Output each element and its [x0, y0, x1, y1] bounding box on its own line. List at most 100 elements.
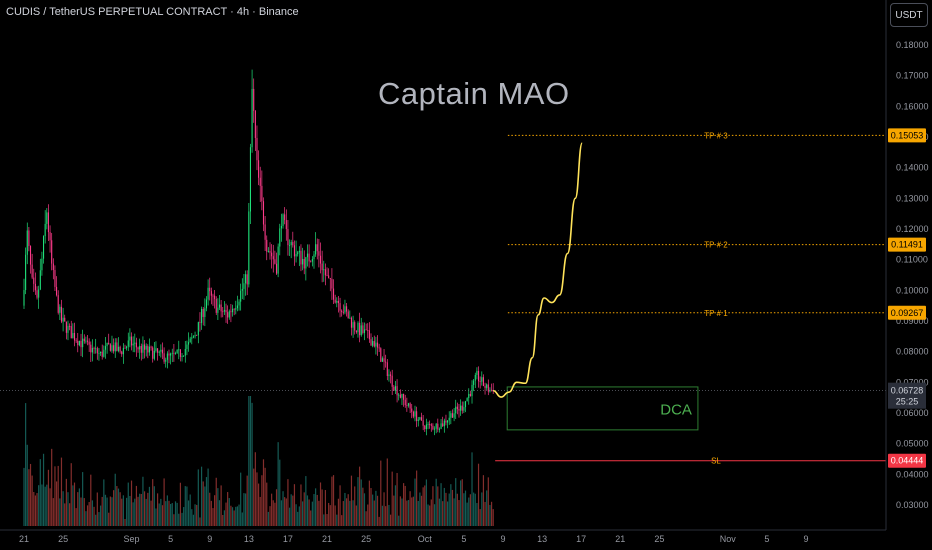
time-tick-label: 13: [244, 534, 254, 544]
volume-bar: [396, 472, 398, 526]
candle-body: [352, 322, 354, 328]
candle-body: [411, 408, 413, 412]
level-price-tag: [888, 237, 926, 252]
candle-body: [38, 289, 40, 298]
currency-button[interactable]: USDT: [890, 3, 928, 27]
candle-body: [341, 310, 343, 312]
volume-bar: [336, 514, 338, 526]
volume-bar: [259, 496, 261, 526]
candle-body: [336, 300, 338, 303]
volume-bar: [114, 473, 116, 526]
price-axis[interactable]: 0.180000.170000.160000.150000.140000.130…: [896, 40, 929, 510]
candle-body: [432, 425, 434, 430]
candle-body: [72, 333, 74, 339]
candle-body: [249, 147, 252, 212]
volume-bar: [77, 492, 79, 526]
volume-bar: [183, 507, 185, 526]
volume-bar: [189, 494, 191, 526]
candle-body: [34, 283, 36, 291]
candle-body: [142, 344, 144, 353]
candle-body: [36, 290, 38, 298]
time-axis[interactable]: 21 25 Sep 5 9 13 17 21 25 Oct 5 9 13 17 21 25 Nov 5 9: [19, 534, 809, 544]
volume-bar: [297, 511, 299, 526]
volume-bar: [368, 480, 370, 526]
volume-bar: [350, 475, 353, 526]
candle-body: [47, 212, 49, 233]
volume-bar: [55, 481, 58, 526]
candle-body: [199, 322, 201, 323]
volume-bar: [285, 498, 287, 526]
volume-bar: [432, 486, 434, 526]
volume-bar: [246, 475, 248, 526]
candle-body: [183, 355, 185, 357]
volume-bar: [440, 483, 442, 526]
candle-body: [332, 288, 335, 300]
candle-body: [477, 370, 480, 382]
price-tick-label: 0.10000: [896, 285, 929, 295]
candle-body: [455, 406, 457, 414]
volume-bar: [253, 468, 255, 526]
candle-body: [106, 342, 108, 347]
volume-bar: [142, 476, 144, 526]
candle-body: [152, 347, 154, 359]
volume-bar: [25, 403, 27, 526]
volume-bar: [44, 486, 46, 526]
candle-body: [44, 223, 46, 237]
volume-bar: [194, 504, 196, 526]
candle-body: [148, 346, 150, 353]
volume-bar: [165, 501, 167, 526]
volume-bar: [106, 497, 108, 526]
candle-body: [202, 308, 204, 317]
volume-bar: [124, 519, 126, 526]
volume-bar: [388, 504, 390, 526]
candle-body: [59, 306, 61, 313]
price-tick-label: 0.04000: [896, 469, 929, 479]
candle-body: [114, 342, 116, 352]
volume-bar: [96, 492, 98, 526]
candle-body: [453, 413, 455, 418]
level-price-tag: [888, 453, 926, 468]
candle-body: [367, 330, 369, 331]
candle-body: [473, 380, 475, 385]
level-price-tag-text: 0.15053: [891, 130, 924, 140]
candle-body: [39, 270, 41, 290]
volume-bar: [26, 444, 28, 526]
candle-body: [117, 346, 120, 351]
volume-bar: [126, 497, 128, 526]
level-price-tag: [888, 128, 926, 143]
volume-bar: [99, 505, 102, 526]
volume-bar: [427, 504, 429, 526]
candle-body: [328, 275, 330, 279]
candle-body: [192, 336, 194, 338]
volume-bar: [481, 492, 483, 526]
volume-bar: [345, 498, 348, 526]
chart-title: CUDIS / TetherUS PERPETUAL CONTRACT · 4h…: [6, 6, 299, 18]
candle-body: [119, 346, 121, 352]
candle-body: [403, 393, 405, 400]
candle-body: [280, 225, 282, 229]
volume-bar: [476, 503, 478, 526]
volume-bar: [173, 514, 175, 526]
candle-body: [161, 349, 164, 354]
candle-body: [306, 253, 309, 258]
volume-bar: [386, 458, 388, 526]
candle-body: [321, 263, 323, 271]
volume-bar: [334, 505, 336, 526]
candle-body: [422, 420, 424, 426]
volume-bar: [473, 492, 475, 526]
candle-body: [482, 377, 484, 386]
candle-body: [173, 352, 175, 354]
volume-bar: [205, 477, 208, 526]
volume-bar: [127, 482, 129, 526]
price-tick-label: 0.03000: [896, 500, 929, 510]
time-tick-label: 21: [322, 534, 332, 544]
volume-bar: [394, 485, 397, 526]
volume-bar: [214, 495, 216, 526]
time-tick-label: 25: [361, 534, 371, 544]
volume-bar: [196, 504, 198, 526]
level-price-tag-text: 0.09267: [891, 308, 924, 318]
candle-body: [285, 220, 287, 230]
volume-bar: [383, 492, 385, 526]
candles: [23, 69, 494, 436]
